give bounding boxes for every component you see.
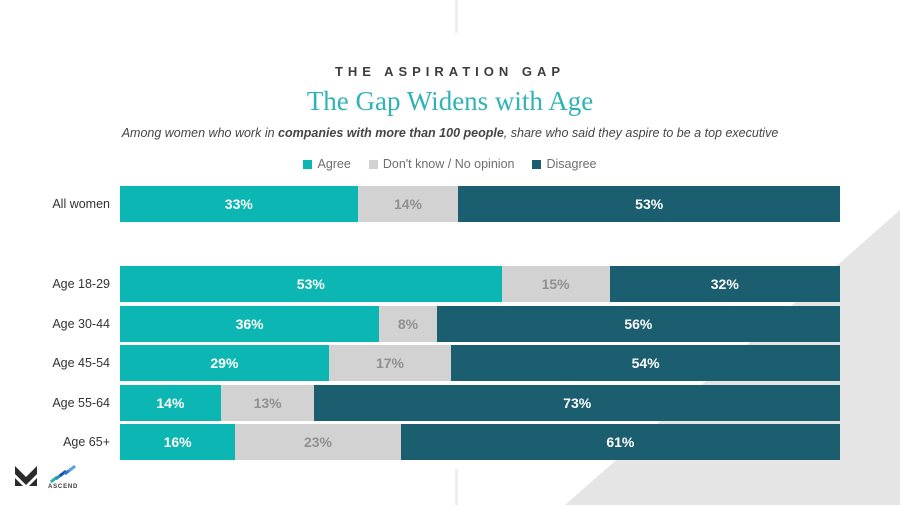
category-label: Age 45-54 xyxy=(52,356,110,370)
ascend-logo-label: ASCEND xyxy=(48,484,79,490)
bar-segment: 36% xyxy=(120,305,380,342)
legend-swatch-dont-know xyxy=(368,159,378,169)
ascend-steps-icon xyxy=(49,464,77,483)
stacked-bar-chart: All women 33% 14% 53% Age 18-29 53% 15% 32% Age … xyxy=(0,186,900,464)
footer-logos: ASCEND xyxy=(14,464,79,490)
legend-swatch-disagree xyxy=(532,159,542,169)
bar-segment: 29% xyxy=(120,345,329,381)
top-center-divider-line xyxy=(455,0,458,33)
bar-segment: 53% xyxy=(120,266,502,302)
bar-segment: 23% xyxy=(235,424,401,460)
bar-segment: 33% xyxy=(120,186,358,222)
chart-row: Age 18-29 53% 15% 32% xyxy=(0,266,900,302)
bar-segment: 8% xyxy=(379,305,437,342)
legend-label-dont-know: Don't know / No opinion xyxy=(382,157,515,171)
bar-segment: 53% xyxy=(458,186,840,222)
page-title: The Gap Widens with Age xyxy=(306,86,594,116)
chevron-m-logo-icon xyxy=(14,465,38,488)
subtitle-suffix: , share who said they aspire to be a top… xyxy=(503,126,779,140)
chart-row: Age 30-44 36% 8% 56% xyxy=(0,305,900,342)
category-label: All women xyxy=(52,197,110,211)
chart-row: Age 55-64 14% 13% 73% xyxy=(0,384,900,421)
bottom-center-divider-line xyxy=(455,469,458,505)
category-label: Age 55-64 xyxy=(52,395,110,410)
stacked-bar: 16% 23% 61% xyxy=(120,424,840,460)
kicker-text: THE ASPIRATION GAP xyxy=(334,64,566,79)
stacked-bar: 33% 14% 53% xyxy=(120,186,840,222)
stacked-bar: 14% 13% 73% xyxy=(120,384,840,421)
chart-row: All women 33% 14% 53% xyxy=(0,186,900,222)
legend-item-agree: Agree xyxy=(303,157,351,171)
legend-item-dont-know: Don't know / No opinion xyxy=(368,157,515,171)
category-label: Age 30-44 xyxy=(52,316,110,331)
stacked-bar: 53% 15% 32% xyxy=(120,266,840,302)
subtitle: Among women who work in companies with m… xyxy=(0,126,900,140)
bar-segment: 61% xyxy=(400,424,840,460)
bar-segment: 14% xyxy=(357,186,459,222)
bar-segment: 15% xyxy=(501,266,610,302)
category-label: Age 65+ xyxy=(63,435,110,449)
bar-segment: 13% xyxy=(220,384,315,421)
legend-swatch-agree xyxy=(303,159,313,169)
bar-segment: 56% xyxy=(436,305,840,342)
bar-segment: 32% xyxy=(609,266,840,302)
category-label: Age 18-29 xyxy=(52,277,110,291)
legend-label-disagree: Disagree xyxy=(546,157,597,171)
ascend-logo: ASCEND xyxy=(48,464,79,490)
chart-row: Age 65+ 16% 23% 61% xyxy=(0,424,900,460)
subtitle-bold: companies with more than 100 people xyxy=(278,126,504,140)
subtitle-prefix: Among women who work in xyxy=(121,126,279,140)
legend-label-agree: Agree xyxy=(317,157,351,171)
chart-row: Age 45-54 29% 17% 54% xyxy=(0,345,900,381)
legend-item-disagree: Disagree xyxy=(532,157,597,171)
ascend-dash xyxy=(67,464,77,473)
stacked-bar: 29% 17% 54% xyxy=(120,345,840,381)
bar-segment: 14% xyxy=(120,384,221,421)
header: THE ASPIRATION GAP The Gap Widens with A… xyxy=(0,64,900,140)
m-logo-shape xyxy=(15,466,37,486)
stacked-bar: 36% 8% 56% xyxy=(120,305,840,342)
bar-segment: 17% xyxy=(328,345,452,381)
bar-segment: 54% xyxy=(451,345,840,381)
bar-segment: 73% xyxy=(314,384,840,421)
bar-segment: 16% xyxy=(120,424,236,460)
legend: Agree Don't know / No opinion Disagree xyxy=(0,157,900,171)
